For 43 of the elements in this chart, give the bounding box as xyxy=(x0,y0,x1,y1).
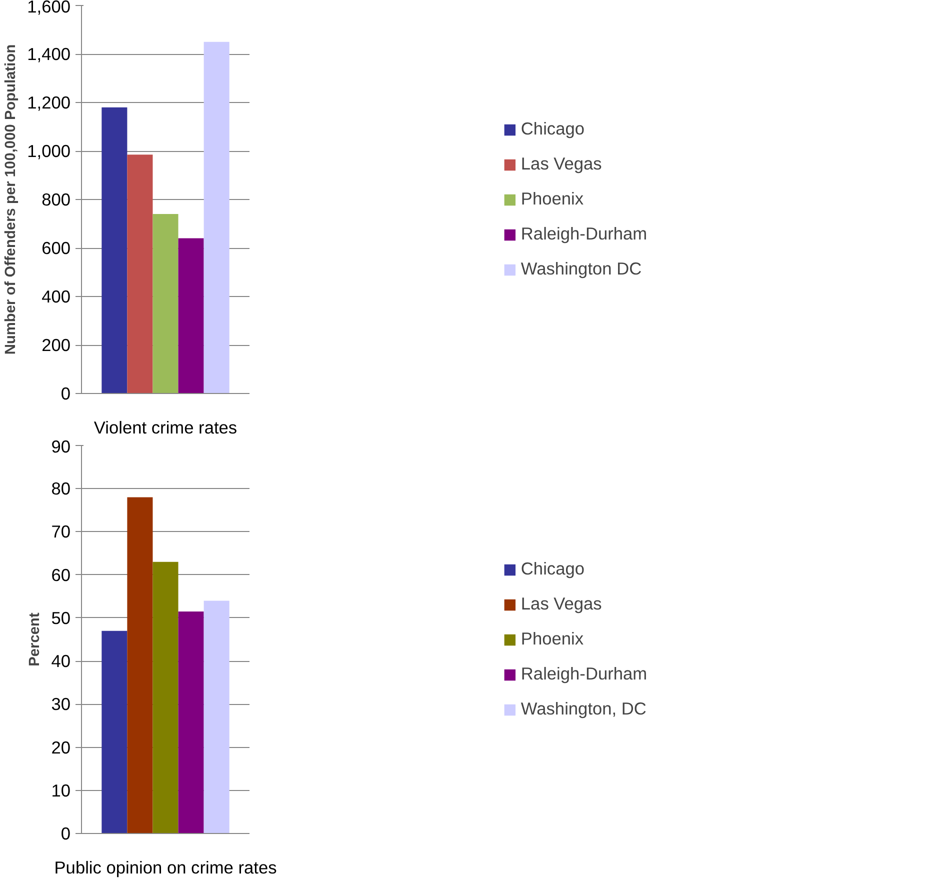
bar xyxy=(178,611,204,834)
y-tick-label: 0 xyxy=(60,824,71,844)
y-tick-label: 90 xyxy=(51,436,71,456)
y-tick-label: 0 xyxy=(60,384,71,404)
bar xyxy=(204,600,230,834)
legend-label: Phoenix xyxy=(520,628,584,650)
y-axis-title: Percent xyxy=(27,612,44,666)
y-tick-label: 600 xyxy=(42,238,71,258)
bar xyxy=(127,497,153,834)
y-tick-label: 1,200 xyxy=(27,92,71,112)
bar xyxy=(178,238,204,394)
y-tick-label: 1,000 xyxy=(27,141,71,161)
legend-label: Chicago xyxy=(520,558,584,580)
y-tick-label: 10 xyxy=(51,780,71,800)
legend-label: Washington, DC xyxy=(520,698,646,720)
y-tick-label: 400 xyxy=(42,286,71,306)
bar xyxy=(152,214,178,394)
y-axis-title: Number of Offenders per 100,000 Population xyxy=(3,44,20,355)
y-tick-label: 60 xyxy=(51,564,71,585)
legend-label: Chicago xyxy=(520,118,584,140)
x-tick-label: Public opinion on crime rates xyxy=(54,858,278,878)
y-tick-label: 30 xyxy=(51,694,71,714)
y-tick-label: 80 xyxy=(51,478,71,499)
bar xyxy=(204,42,230,394)
y-tick-label: 1,400 xyxy=(27,44,71,64)
y-tick-label: 70 xyxy=(51,522,71,542)
legend-label: Raleigh-Durham xyxy=(520,224,648,244)
x-tick-label: Violent crime rates xyxy=(94,418,238,438)
bar xyxy=(152,562,178,834)
legend-label: Las Vegas xyxy=(520,594,602,614)
legend-label: Washington DC xyxy=(520,258,642,280)
legend-label: Raleigh-Durham xyxy=(520,664,648,684)
y-tick-label: 50 xyxy=(51,608,71,628)
bar xyxy=(102,630,128,834)
bar xyxy=(102,107,128,394)
y-tick-label: 1,600 xyxy=(27,0,71,16)
y-tick-label: 200 xyxy=(42,335,71,355)
legend-label: Phoenix xyxy=(520,188,584,210)
y-tick-label: 20 xyxy=(51,737,71,758)
y-tick-label: 800 xyxy=(42,190,71,210)
legend-label: Las Vegas xyxy=(520,154,602,174)
bar xyxy=(127,154,153,394)
y-tick-label: 40 xyxy=(51,651,71,672)
